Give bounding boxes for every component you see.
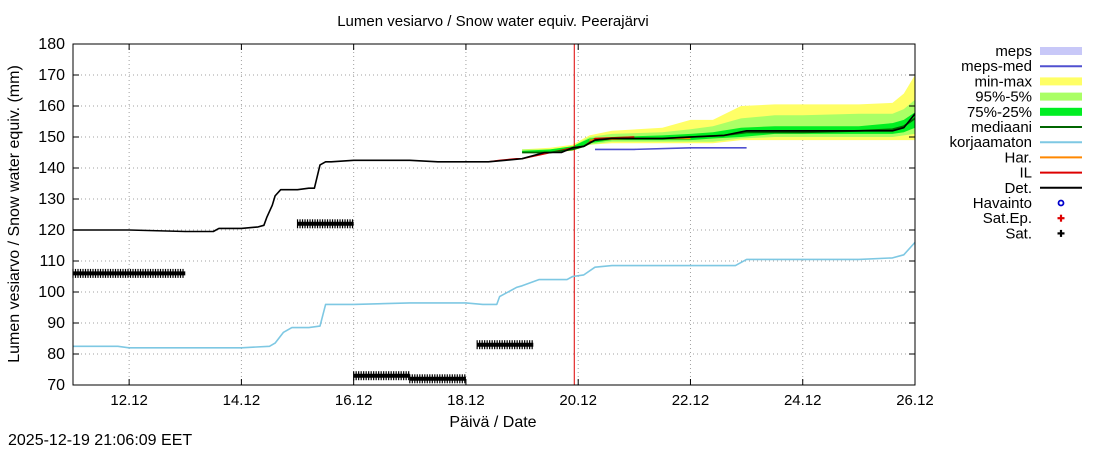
plot-area	[73, 44, 915, 385]
y-tick-label: 100	[38, 284, 65, 301]
legend-item-har: Har.	[1004, 149, 1082, 166]
legend-item-p75_25: 75%-25%	[967, 104, 1082, 121]
x-axis-label: Päivä / Date	[449, 414, 536, 431]
x-tick-label: 12.12	[110, 392, 148, 409]
legend-label: Sat.	[1005, 225, 1032, 242]
series-Det.	[73, 113, 916, 233]
x-tick-label: 22.12	[672, 392, 710, 409]
sat-segment	[409, 374, 466, 384]
sat-segment	[296, 219, 354, 229]
legend-label: Har.	[1004, 149, 1032, 166]
legend-swatch	[1040, 92, 1082, 101]
legend-item-sat: Sat.	[1005, 225, 1065, 242]
y-axis-label: Lumen vesiarvo / Snow water equiv. (mm)	[6, 65, 23, 363]
series-korjaamaton	[73, 241, 916, 349]
legend-label: min-max	[974, 73, 1032, 90]
legend-swatch	[1040, 77, 1082, 86]
plot-border	[72, 43, 916, 386]
y-tick-label: 130	[38, 191, 65, 208]
chart-title: Lumen vesiarvo / Snow water equiv. Peera…	[337, 13, 649, 30]
legend-label: meps-med	[961, 58, 1032, 75]
legend-swatch	[1057, 199, 1065, 207]
legend-item-det: Det.	[1004, 180, 1082, 197]
legend-label: 75%-25%	[967, 104, 1032, 121]
x-tick-label: 18.12	[447, 392, 485, 409]
legend-label: meps	[995, 43, 1032, 60]
y-tick-label: 160	[38, 98, 65, 115]
sat-segment	[353, 371, 410, 381]
legend-item-meps_med: meps-med	[961, 58, 1082, 75]
legend-label: Det.	[1004, 180, 1032, 197]
y-tick-label: 90	[47, 315, 65, 332]
series-lines	[73, 44, 916, 385]
y-tick-label: 110	[39, 253, 65, 270]
legend-item-p95_5: 95%-5%	[975, 89, 1082, 106]
sat-observations	[72, 219, 534, 384]
legend-label: Sat.Ep.	[983, 210, 1032, 227]
y-tick-label: 150	[38, 129, 65, 146]
legend: mepsmeps-medmin-max95%-5%75%-25%mediaani…	[949, 43, 1082, 242]
legend-item-korjaamaton: korjaamaton	[949, 134, 1082, 151]
legend-item-mediaani: mediaani	[971, 119, 1082, 136]
x-tick-label: 20.12	[559, 392, 597, 409]
legend-label: Havainto	[973, 195, 1032, 212]
plot-frame	[72, 43, 916, 386]
x-tick-label: 14.12	[223, 392, 261, 409]
legend-label: korjaamaton	[949, 134, 1032, 151]
y-tick-label: 180	[38, 36, 65, 53]
y-tick-label: 80	[47, 346, 65, 363]
y-tick-label: 170	[38, 67, 65, 84]
x-tick-label: 24.12	[784, 392, 822, 409]
legend-item-meps: meps	[995, 43, 1082, 60]
legend-item-sat_ep: Sat.Ep.	[983, 210, 1065, 227]
legend-swatch	[1040, 107, 1082, 116]
y-tick-label: 140	[38, 160, 65, 177]
sat-segment	[476, 340, 534, 350]
sat-segment	[72, 268, 186, 278]
legend-label: 95%-5%	[975, 89, 1032, 106]
axes: 70 80 90 100 110 120 130 140 150 160 170 180 12.12 14…	[38, 36, 933, 409]
band-75%-25%	[522, 112, 915, 153]
y-tick-label: 120	[38, 222, 65, 239]
legend-label: mediaani	[971, 119, 1032, 136]
timestamp: 2025-12-19 21:06:09 EET	[8, 432, 192, 449]
series-meps-med	[595, 147, 747, 151]
legend-swatch	[1040, 47, 1082, 55]
x-tick-label: 26.12	[896, 392, 934, 409]
x-tick-label: 16.12	[335, 392, 373, 409]
legend-item-il: IL	[1019, 165, 1082, 182]
y-tick-label: 70	[47, 377, 65, 394]
plot-background	[73, 44, 915, 385]
legend-label: IL	[1019, 165, 1032, 182]
legend-item-havainto: Havainto	[973, 195, 1065, 212]
legend-item-min_max: min-max	[974, 73, 1082, 90]
